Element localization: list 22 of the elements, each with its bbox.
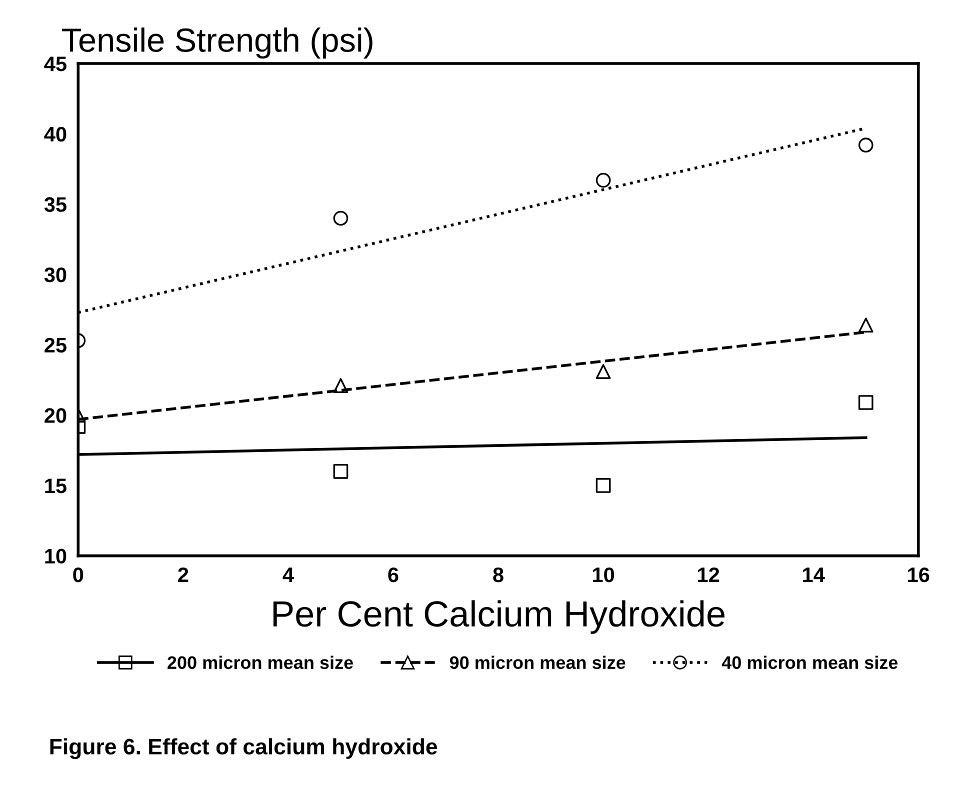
y-tick-label: 10 [45, 548, 66, 564]
x-tick-label: 10 [593, 567, 614, 582]
x-tick-label: 4 [282, 568, 294, 582]
x-tick-label: 16 [908, 567, 930, 582]
y-tick-label: 15 [45, 478, 66, 494]
legend-label: 200 micron mean size [168, 656, 353, 669]
x-tick-label: 8 [493, 567, 504, 582]
legend-label: 40 micron mean size [722, 656, 898, 669]
x-tick-label: 2 [178, 567, 188, 582]
y-tick-label: 25 [44, 338, 66, 353]
y-tick-label: 45 [44, 56, 66, 72]
x-tick-label: 14 [803, 568, 825, 582]
x-tick-label: 12 [698, 567, 720, 582]
legend-label: 90 micron mean size [450, 656, 626, 669]
y-tick-label: 30 [44, 268, 66, 282]
x-tick-label: 6 [388, 567, 398, 582]
x-tick-label: 0 [73, 567, 84, 582]
x-axis-title: Per Cent Calcium Hydroxide [273, 600, 724, 634]
y-tick-label: 40 [44, 126, 66, 142]
y-tick-label: 35 [44, 197, 66, 212]
caption: Figure 6. Effect of calcium hydroxide [50, 738, 438, 760]
y-tick-label: 20 [44, 408, 66, 423]
